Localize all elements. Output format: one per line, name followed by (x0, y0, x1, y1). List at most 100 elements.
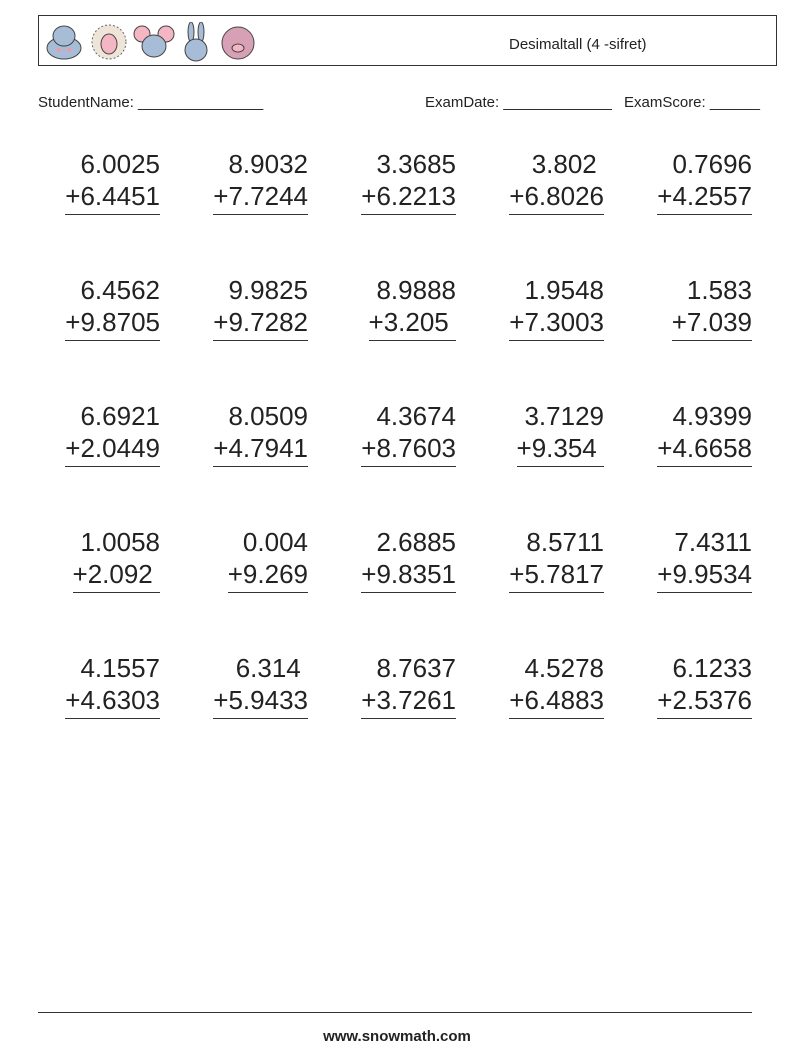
addend-top: 1.9548 (524, 275, 604, 305)
addend-top: 6.1233 (672, 653, 752, 683)
addition-problem: 1.583 +7.039 (671, 274, 752, 341)
addend-top: 6.0025 (80, 149, 160, 179)
addition-problem: 1.9548 +7.3003 (509, 274, 604, 341)
problem: 0.004 +9.269 (160, 526, 308, 652)
addend-top: 2.6885 (376, 527, 456, 557)
addend-bottom: +7.039 (671, 307, 752, 337)
sheep-icon (91, 24, 127, 60)
addition-problem: 4.1557 +4.6303 (65, 652, 160, 719)
addend-top: 1.583 (686, 275, 752, 305)
addend-bottom: +9.269 (227, 559, 308, 589)
problem: 2.6885 +9.8351 (308, 526, 456, 652)
addend-top: 7.4311 (674, 527, 752, 557)
addition-problem: 6.1233 +2.5376 (657, 652, 752, 719)
addition-problem: 0.7696 +4.2557 (657, 148, 752, 215)
addend-bottom: +9.354 (516, 433, 604, 463)
header-box: Desimaltall (4 -sifret) (38, 15, 777, 66)
problem-grid: 6.0025 +6.4451 8.9032 +7.7244 3.3685 +6.2213 3… (12, 148, 752, 778)
footer-url: www.snowmath.com (323, 1028, 471, 1045)
problem: 6.1233 +2.5376 (604, 652, 752, 778)
problem: 9.9825 +9.7282 (160, 274, 308, 400)
addend-top: 8.7637 (376, 653, 456, 683)
addition-problem: 6.314 +5.9433 (213, 652, 308, 719)
addend-bottom: +6.8026 (509, 181, 604, 211)
exam-score-field[interactable]: ExamScore: ______ (624, 94, 760, 111)
addend-bottom: +5.9433 (213, 685, 308, 715)
problem: 6.0025 +6.4451 (12, 148, 160, 274)
addend-top: 3.3685 (376, 149, 456, 179)
addend-bottom: +7.3003 (509, 307, 604, 337)
addend-top: 4.5278 (524, 653, 604, 683)
exam-date-field[interactable]: ExamDate: _____________ (425, 94, 612, 111)
addition-problem: 9.9825 +9.7282 (213, 274, 308, 341)
addend-bottom: +3.205 (368, 307, 456, 337)
problem: 4.9399 +4.6658 (604, 400, 752, 526)
problem: 1.0058 +2.092 (12, 526, 160, 652)
addend-top: 3.802 (531, 149, 604, 179)
problem: 1.9548 +7.3003 (456, 274, 604, 400)
addition-problem: 6.0025 +6.4451 (65, 148, 160, 215)
addition-problem: 4.5278 +6.4883 (509, 652, 604, 719)
addend-bottom: +7.7244 (213, 181, 308, 211)
addition-problem: 8.7637 +3.7261 (361, 652, 456, 719)
addition-problem: 1.0058 +2.092 (72, 526, 160, 593)
problem: 1.583 +7.039 (604, 274, 752, 400)
addend-top: 8.9032 (228, 149, 308, 179)
addition-problem: 7.4311 +9.9534 (657, 526, 752, 593)
problem: 4.1557 +4.6303 (12, 652, 160, 778)
addend-top: 6.314 (235, 653, 308, 683)
addend-bottom: +9.8351 (361, 559, 456, 589)
addend-top: 4.3674 (376, 401, 456, 431)
addend-bottom: +4.6658 (657, 433, 752, 463)
problem: 8.9888 +3.205 (308, 274, 456, 400)
addend-bottom: +4.6303 (65, 685, 160, 715)
addend-top: 6.6921 (80, 401, 160, 431)
addition-problem: 3.7129 +9.354 (516, 400, 604, 467)
addend-top: 3.7129 (524, 401, 604, 431)
addend-bottom: +2.0449 (65, 433, 160, 463)
problem: 3.3685 +6.2213 (308, 148, 456, 274)
addend-bottom: +9.7282 (213, 307, 308, 337)
footer-divider (38, 1012, 752, 1013)
problem: 8.0509 +4.7941 (160, 400, 308, 526)
addend-bottom: +2.092 (72, 559, 160, 589)
problem: 8.5711 +5.7817 (456, 526, 604, 652)
problem: 8.7637 +3.7261 (308, 652, 456, 778)
problem: 3.802 +6.8026 (456, 148, 604, 274)
addend-top: 4.9399 (672, 401, 752, 431)
problem: 6.314 +5.9433 (160, 652, 308, 778)
addend-top: 0.7696 (672, 149, 752, 179)
hippo-icon (46, 25, 82, 60)
addend-bottom: +8.7603 (361, 433, 456, 463)
problem: 3.7129 +9.354 (456, 400, 604, 526)
addend-top: 8.9888 (376, 275, 456, 305)
addend-bottom: +4.2557 (657, 181, 752, 211)
addition-problem: 6.6921 +2.0449 (65, 400, 160, 467)
addition-problem: 8.9032 +7.7244 (213, 148, 308, 215)
problem: 6.6921 +2.0449 (12, 400, 160, 526)
addition-problem: 0.004 +9.269 (227, 526, 308, 593)
addend-top: 9.9825 (228, 275, 308, 305)
addend-bottom: +3.7261 (361, 685, 456, 715)
animal-logos (43, 22, 259, 62)
addend-bottom: +2.5376 (657, 685, 752, 715)
problem: 4.5278 +6.4883 (456, 652, 604, 778)
student-name-field[interactable]: StudentName: _______________ (38, 94, 264, 111)
addend-bottom: +5.7817 (509, 559, 604, 589)
rabbit-icon (184, 22, 208, 62)
addition-problem: 3.3685 +6.2213 (361, 148, 456, 215)
mouse-icon (133, 25, 175, 58)
addition-problem: 8.9888 +3.205 (368, 274, 456, 341)
addend-bottom: +4.7941 (213, 433, 308, 463)
addend-bottom: +6.4451 (65, 181, 160, 211)
problem: 6.4562 +9.8705 (12, 274, 160, 400)
addend-top: 0.004 (242, 527, 308, 557)
worksheet-title: Desimaltall (4 -sifret) (509, 36, 647, 53)
addition-problem: 2.6885 +9.8351 (361, 526, 456, 593)
addition-problem: 8.5711 +5.7817 (509, 526, 604, 593)
addend-top: 4.1557 (80, 653, 160, 683)
addend-bottom: +6.4883 (509, 685, 604, 715)
problem: 8.9032 +7.7244 (160, 148, 308, 274)
addend-bottom: +6.2213 (361, 181, 456, 211)
